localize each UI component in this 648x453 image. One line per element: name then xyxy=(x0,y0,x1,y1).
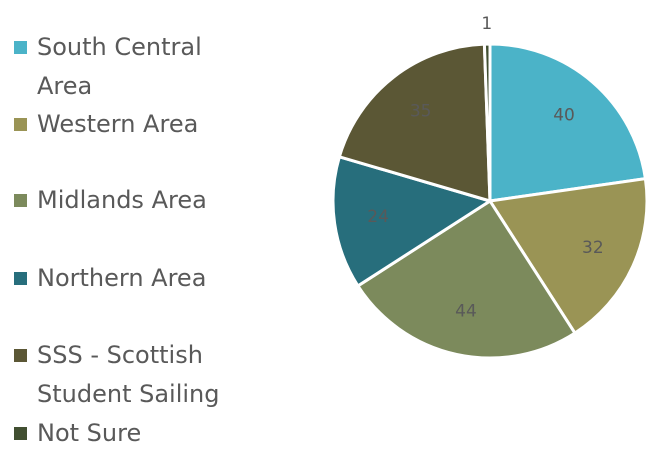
legend-item: Northern Area xyxy=(14,259,264,298)
legend-swatch xyxy=(14,349,27,362)
legend-item: Midlands Area xyxy=(14,181,264,220)
pie-slice xyxy=(355,198,577,360)
pie-slice xyxy=(482,42,492,202)
legend-label: South Central Area xyxy=(37,33,202,100)
legend-item: Not Sure xyxy=(14,414,264,453)
legend-item: South Central Area xyxy=(14,28,264,106)
pie-slice xyxy=(337,42,492,204)
data-label: 32 xyxy=(582,238,604,258)
data-label: 44 xyxy=(455,301,477,321)
legend-swatch xyxy=(14,118,27,131)
legend-swatch xyxy=(14,41,27,54)
data-label: 24 xyxy=(367,207,389,227)
pie-slice xyxy=(488,42,648,203)
legend-item: Western Area xyxy=(14,105,264,144)
legend-swatch xyxy=(14,272,27,285)
legend-label: Western Area xyxy=(37,110,199,138)
legend-swatch xyxy=(14,427,27,440)
data-label: 35 xyxy=(410,102,432,122)
pie-slice xyxy=(487,176,648,336)
data-label: 40 xyxy=(553,106,575,126)
data-label: 1 xyxy=(481,14,492,34)
legend-label: Northern Area xyxy=(37,264,207,292)
legend-label: SSS - Scottish Student Sailing xyxy=(37,341,220,408)
legend-item: SSS - Scottish Student Sailing xyxy=(14,336,264,414)
pie-slice xyxy=(331,154,494,288)
legend-label: Midlands Area xyxy=(37,186,207,214)
legend-swatch xyxy=(14,194,27,207)
legend-label: Not Sure xyxy=(37,419,142,447)
